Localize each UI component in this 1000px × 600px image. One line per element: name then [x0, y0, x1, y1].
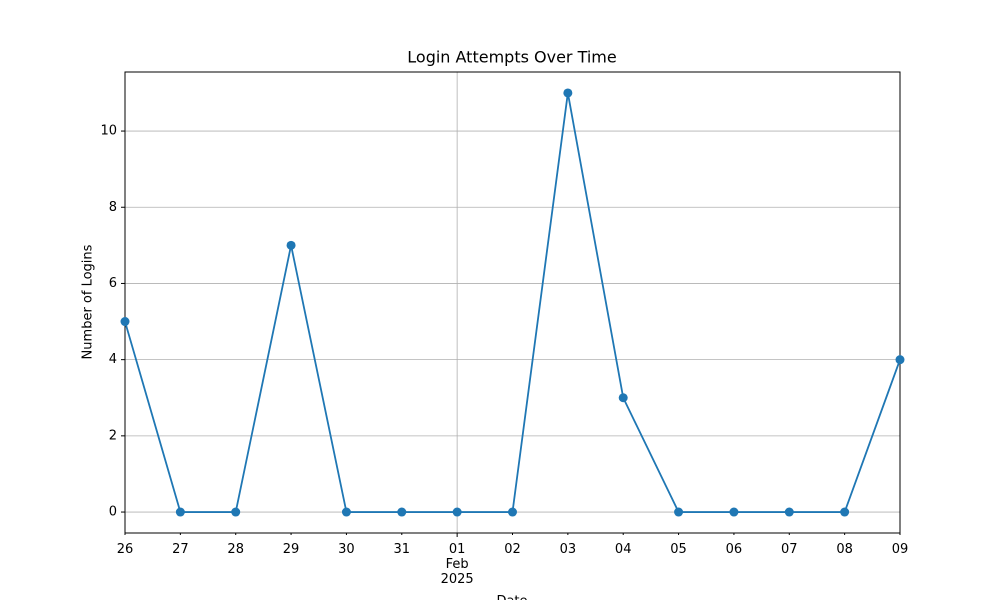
marker [895, 355, 905, 365]
y-tick-label: 2 [109, 428, 117, 443]
y-tick-label: 10 [100, 124, 117, 139]
marker [618, 393, 628, 403]
y-tick-label: 0 [109, 505, 117, 520]
x-tick-label: 09 [891, 542, 909, 557]
marker [120, 317, 130, 327]
x-tick-label: 03 [559, 542, 577, 557]
marker [286, 240, 296, 250]
x-tick-label: 02 [504, 542, 521, 557]
x-tick-label: 31 [393, 542, 411, 557]
plot-frame [124, 71, 901, 534]
y-tick-label: 8 [109, 200, 117, 215]
marker [397, 507, 407, 517]
x-tick-label: 08 [836, 542, 853, 557]
chart-title: Login Attempts Over Time [407, 48, 616, 67]
marker [563, 88, 573, 98]
marker [452, 507, 462, 517]
x-tick-label: 01 Feb 2025 [440, 542, 474, 587]
marker [508, 507, 517, 517]
marker [175, 507, 185, 517]
x-tick-label: 28 [227, 542, 244, 557]
marker [231, 507, 241, 517]
marker [729, 507, 739, 517]
x-tick-label: 07 [781, 542, 798, 557]
marker [840, 507, 850, 517]
x-tick-label: 27 [172, 542, 189, 557]
marker [341, 507, 351, 517]
x-tick-label: 05 [670, 542, 687, 557]
line [124, 92, 901, 513]
x-tick-label: 06 [725, 542, 743, 557]
marker [784, 507, 794, 517]
x-tick-label: 29 [282, 542, 300, 557]
x-tick-label: 30 [338, 542, 355, 557]
y-tick-label: 4 [109, 352, 117, 367]
x-tick-label: 26 [116, 542, 134, 557]
x-tick-label: 04 [614, 542, 632, 557]
y-tick-label: 6 [109, 276, 117, 291]
y-axis-label: Number of Logins [81, 244, 96, 359]
x-axis-label: Date [496, 594, 527, 600]
marker [674, 507, 684, 517]
